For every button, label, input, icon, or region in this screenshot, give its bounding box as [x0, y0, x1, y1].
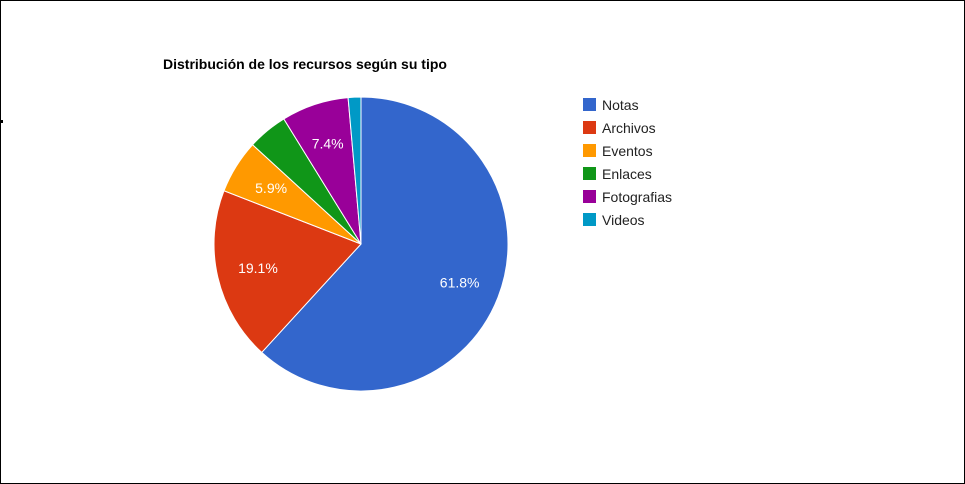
pie-slice-videos[interactable] [347, 96, 362, 245]
legend-label: Fotografias [602, 188, 673, 205]
chart-title: Distribución de los recursos según su ti… [163, 56, 447, 72]
legend-item-fotografias[interactable]: Fotografias [583, 185, 672, 208]
slice-label-fotografias: 7.4% [312, 136, 344, 152]
slice-label-eventos: 5.9% [255, 180, 287, 196]
slice-label-archivos: 19.1% [238, 260, 278, 276]
legend-item-archivos[interactable]: Archivos [583, 116, 672, 139]
legend-swatch [583, 213, 596, 226]
chart-legend: Notas Archivos Eventos Enlaces Fotografias Vi… [583, 93, 672, 231]
legend-swatch [583, 190, 596, 203]
legend-swatch [583, 167, 596, 180]
legend-label: Enlaces [602, 165, 652, 182]
legend-swatch [583, 98, 596, 111]
legend-label: Eventos [602, 142, 653, 159]
legend-item-enlaces[interactable]: Enlaces [583, 162, 672, 185]
pie-slice-archivos[interactable] [213, 190, 362, 354]
pie-slice-notas[interactable] [261, 96, 509, 392]
legend-label: Archivos [602, 119, 656, 136]
legend-item-videos[interactable]: Videos [583, 208, 672, 231]
legend-label: Videos [602, 211, 645, 228]
slice-label-notas: 61.8% [440, 274, 480, 290]
legend-label: Notas [602, 96, 639, 113]
edge-mark [1, 120, 3, 123]
legend-item-notas[interactable]: Notas [583, 93, 672, 116]
legend-item-eventos[interactable]: Eventos [583, 139, 672, 162]
legend-swatch [583, 121, 596, 134]
legend-swatch [583, 144, 596, 157]
